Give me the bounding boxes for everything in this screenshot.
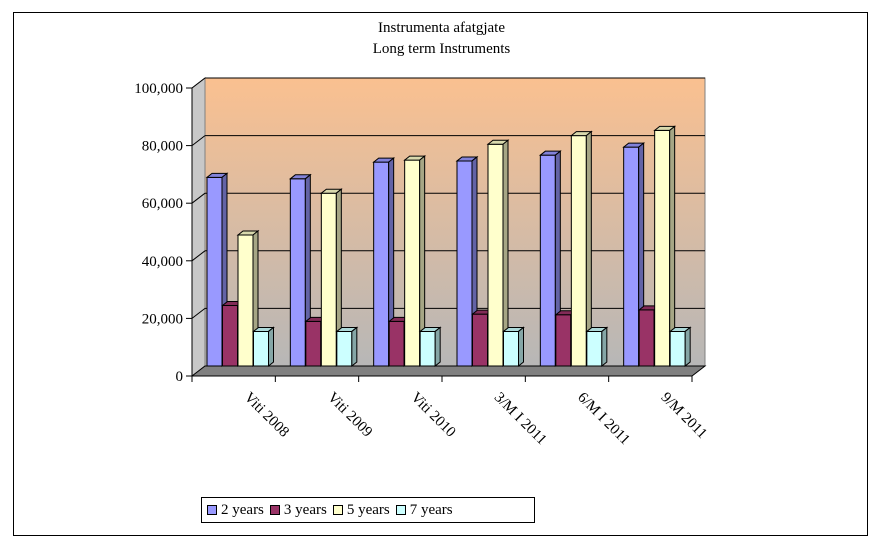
bar-front	[570, 135, 587, 367]
x-tick-label: Viti 2009	[324, 390, 375, 441]
bar-front	[404, 159, 421, 367]
legend-label: 3 years	[283, 501, 327, 518]
legend-label: 5 years	[346, 501, 390, 518]
legend-swatch	[269, 505, 280, 515]
chart-title: Instrumenta afatgjate	[377, 20, 506, 36]
bar-side	[434, 326, 441, 368]
plot-side-wall	[191, 76, 206, 378]
bar-front	[586, 330, 603, 367]
bar-front	[320, 192, 337, 367]
bar-front	[206, 176, 223, 367]
bar-front	[419, 330, 436, 367]
legend-item: 5 years	[332, 501, 390, 519]
x-tick-label: 3/M I 2011	[491, 390, 550, 449]
bar-side	[351, 326, 358, 368]
chart-legend: 2 years 3 years 5 years 7 years	[201, 497, 535, 523]
bar-front	[487, 143, 504, 367]
chart-subtitle: Long term Instruments	[372, 41, 511, 57]
y-tick-label: 20,000	[142, 311, 183, 327]
bar-front	[669, 330, 686, 367]
bar-side	[601, 326, 608, 368]
bar-front	[456, 160, 473, 367]
bar-front	[555, 314, 572, 367]
bar-front	[539, 154, 556, 367]
legend-swatch	[395, 505, 406, 515]
y-tick-label: 80,000	[142, 139, 183, 155]
bar-front	[388, 320, 405, 367]
y-tick-label: 100,000	[134, 81, 183, 97]
legend-item: 3 years	[269, 501, 327, 519]
bar-front	[638, 309, 655, 367]
legend-swatch	[332, 505, 343, 515]
gridline-depth	[191, 77, 206, 89]
legend-label: 2 years	[221, 501, 264, 518]
bar-front	[503, 330, 519, 367]
bar-side	[518, 326, 524, 368]
plot-back-wall	[204, 77, 706, 367]
gridline-depth	[191, 192, 206, 204]
x-tick-label: Viti 2010	[408, 390, 459, 441]
legend-label: 7 years	[409, 501, 453, 518]
bar-front	[253, 330, 269, 367]
gridline-depth	[191, 308, 206, 319]
bar-front	[472, 313, 488, 367]
bar-side	[268, 326, 274, 368]
gridline-depth	[191, 135, 206, 146]
y-tick-label: 40,000	[142, 254, 183, 270]
bar-front	[623, 146, 640, 367]
x-tick-label: Viti 2008	[241, 390, 292, 441]
bar-front	[305, 320, 322, 367]
bar-front	[237, 234, 254, 367]
x-tick-label: 6/M I 2011	[574, 390, 633, 449]
bar-front	[222, 305, 238, 367]
legend-item: 2 years	[207, 502, 264, 519]
y-tick-label: 0	[176, 369, 184, 385]
y-tick-label: 60,000	[142, 196, 183, 212]
plot-floor	[190, 365, 707, 377]
bar-front	[373, 161, 390, 367]
bar-side	[684, 326, 691, 368]
bar-front	[654, 129, 671, 367]
x-tick-label: 9/M 2011	[658, 390, 710, 442]
bar-front	[289, 178, 306, 367]
legend-swatch	[207, 505, 217, 515]
legend-item: 7 years	[395, 501, 453, 519]
gridline-depth	[191, 250, 206, 262]
bar-front	[336, 330, 353, 367]
